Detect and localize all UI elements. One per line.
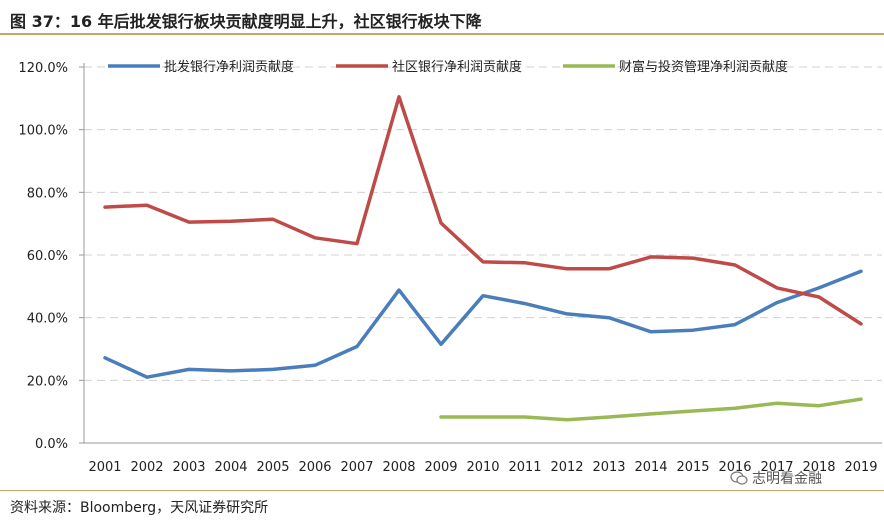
x-tick-label: 2006 — [298, 460, 331, 475]
x-tick-label: 2003 — [172, 460, 205, 475]
wechat-icon — [730, 471, 748, 485]
y-tick-label: 100.0% — [18, 124, 68, 139]
x-tick-label: 2002 — [130, 460, 163, 475]
top-divider — [0, 33, 884, 35]
x-tick-labels: 2001 2002 2003 2004 2005 2006 2007 2008 2009 2010… — [88, 460, 877, 475]
x-tick-label: 2001 — [88, 460, 121, 475]
y-axis — [79, 63, 882, 444]
x-tick-label: 2008 — [382, 460, 415, 475]
x-tick-label: 2016 — [718, 460, 751, 475]
series-line-1 — [103, 95, 863, 326]
legend-label-1: 社区银行净利润贡献度 — [392, 59, 522, 75]
y-tick-labels: 0.0% 20.0% 40.0% 60.0% 80.0% 100.0% 120.0% — [18, 61, 68, 452]
series-line-0 — [103, 269, 863, 379]
y-tick-label: 20.0% — [27, 374, 68, 389]
grid-lines — [84, 66, 882, 381]
x-tick-label: 2005 — [256, 460, 289, 475]
line-chart: 0.0% 20.0% 40.0% 60.0% 80.0% 100.0% 120.0% 200… — [18, 59, 882, 475]
y-tick-label: 60.0% — [27, 249, 68, 264]
legend-label-0: 批发银行净利润贡献度 — [164, 59, 294, 75]
y-tick-label: 0.0% — [35, 437, 68, 452]
x-tick-label: 2012 — [550, 460, 583, 475]
x-tick-label: 2015 — [676, 460, 709, 475]
y-tick-label: 120.0% — [18, 61, 68, 76]
y-tick-label: 80.0% — [27, 186, 68, 201]
bottom-divider — [0, 490, 884, 491]
watermark-text: 志明看金融 — [752, 471, 822, 487]
x-tick-label: 2004 — [214, 460, 247, 475]
watermark: 志明看金融 — [730, 468, 822, 488]
x-tick-label: 2018 — [802, 460, 835, 475]
x-tick-label: 2014 — [634, 460, 667, 475]
source-note: 资料来源：Bloomberg，天风证券研究所 — [10, 500, 269, 516]
series-lines — [103, 95, 863, 422]
x-tick-label: 2017 — [760, 460, 793, 475]
x-tick-label: 2010 — [466, 460, 499, 475]
figure-title: 图 37：16 年后批发银行板块贡献度明显上升，社区银行板块下降 — [10, 12, 482, 31]
x-tick-label: 2007 — [340, 460, 373, 475]
legend-label-2: 财富与投资管理净利润贡献度 — [619, 59, 788, 75]
series-line-2 — [439, 397, 863, 422]
legend: 批发银行净利润贡献度 社区银行净利润贡献度 财富与投资管理净利润贡献度 — [108, 59, 788, 75]
x-tick-label: 2011 — [508, 460, 541, 475]
x-tick-label: 2013 — [592, 460, 625, 475]
y-tick-label: 40.0% — [27, 312, 68, 327]
x-tick-label: 2009 — [424, 460, 457, 475]
x-tick-label: 2019 — [844, 460, 877, 475]
